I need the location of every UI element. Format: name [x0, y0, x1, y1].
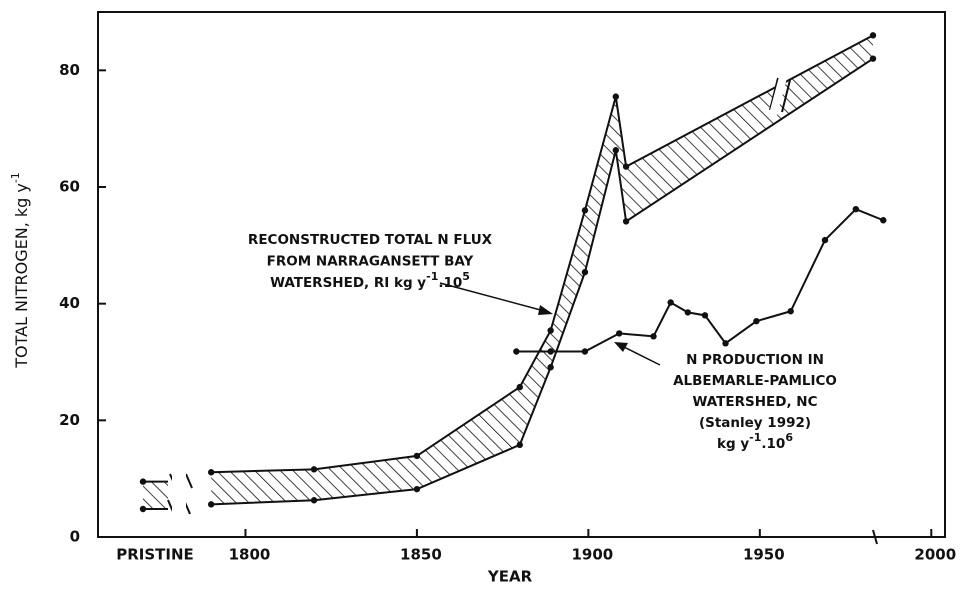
band-point: [547, 364, 554, 371]
band-point: [413, 485, 421, 493]
pristine-area: [143, 481, 168, 509]
band-point: [612, 93, 620, 100]
series-point: [722, 340, 729, 347]
break-gap: [172, 470, 186, 518]
y-tick-label: 60: [59, 178, 80, 196]
band-point: [869, 55, 877, 62]
band-point: [622, 163, 630, 170]
band-point: [413, 452, 421, 460]
annotation-sup: 6: [785, 431, 793, 444]
axis-break: [185, 473, 193, 489]
series-point: [547, 348, 554, 355]
annotation-text: RECONSTRUCTED TOTAL N FLUX: [248, 232, 493, 248]
series-point: [616, 330, 623, 337]
y-tick-label: 20: [59, 411, 80, 429]
annotation-arrow: [619, 344, 661, 366]
band-point: [547, 327, 554, 334]
annotation-text: WATERSHED, RI kg y-1.105: [270, 270, 470, 291]
series-point: [821, 236, 829, 244]
annotation-text: N PRODUCTION IN: [686, 352, 824, 368]
annotation-run: FROM NARRAGANSETT BAY: [267, 254, 474, 270]
annotation-text: ALBEMARLE-PAMLICO: [673, 373, 837, 389]
band-point: [581, 268, 589, 276]
annotation-text: FROM NARRAGANSETT BAY: [267, 254, 474, 270]
band-point: [516, 383, 523, 391]
band-point: [581, 207, 589, 214]
annotation-run: .10: [761, 436, 785, 452]
plot-layer: [98, 32, 933, 545]
annotation-run: N PRODUCTION IN: [686, 352, 824, 368]
band-point: [869, 32, 877, 39]
annotation-run: (Stanley 1992): [699, 415, 811, 431]
x-tick-label: 1800: [229, 546, 271, 564]
x-axis-label: YEAR: [487, 568, 533, 586]
annotation-run: ALBEMARLE-PAMLICO: [673, 373, 837, 389]
band-point: [310, 466, 318, 473]
series-point: [650, 333, 657, 340]
band-point: [622, 218, 630, 225]
arrowhead: [614, 342, 628, 352]
annotation-sup: 5: [462, 270, 470, 283]
series-point: [701, 312, 709, 319]
band-point: [516, 441, 523, 449]
series-point: [684, 309, 692, 316]
y-label-text: TOTAL NITROGEN, kg y: [12, 183, 31, 369]
series-point: [787, 308, 794, 315]
band-point: [310, 497, 318, 504]
break-gap: [768, 75, 788, 117]
axis-break: [872, 529, 878, 545]
x-tick-label: 2000: [914, 546, 956, 564]
annotation-run: RECONSTRUCTED TOTAL N FLUX: [248, 232, 493, 248]
x-tick-label: 1850: [400, 546, 442, 564]
y-tick-label: 0: [70, 528, 80, 546]
annotation-arrow: [439, 282, 549, 313]
band-area: [211, 35, 873, 505]
band-point: [612, 147, 620, 154]
y-label-sup: -1: [9, 172, 22, 183]
series-point: [880, 217, 887, 224]
annotation-sup: -1: [426, 270, 438, 283]
pristine-label: PRISTINE: [116, 546, 194, 564]
y-tick-label: 40: [59, 294, 80, 312]
x-tick-label: 1900: [571, 546, 613, 564]
annotation-text: WATERSHED, NC: [693, 394, 818, 410]
band-point: [207, 469, 215, 476]
axis-break: [769, 77, 779, 111]
series-point: [852, 205, 860, 213]
plot-frame: [97, 11, 946, 538]
axis-break: [781, 79, 791, 113]
series-point: [581, 348, 589, 355]
series-point: [513, 348, 520, 355]
annotation-run: kg y: [717, 436, 749, 452]
series-point: [667, 299, 674, 306]
annotation-run: WATERSHED, NC: [693, 394, 818, 410]
band-point: [207, 501, 215, 508]
series-line: [516, 207, 884, 353]
y-axis-label: TOTAL NITROGEN, kg y-1: [9, 172, 31, 369]
x-tick-label: 1950: [743, 546, 785, 564]
y-tick-label: 80: [59, 61, 80, 79]
arrowhead: [538, 305, 553, 315]
annotation-text: (Stanley 1992): [699, 415, 811, 431]
series-point: [753, 317, 760, 325]
annotation-sup: -1: [749, 431, 761, 444]
annotation-text: kg y-1.106: [717, 431, 793, 452]
annotation-run: WATERSHED, RI kg y: [270, 275, 426, 291]
